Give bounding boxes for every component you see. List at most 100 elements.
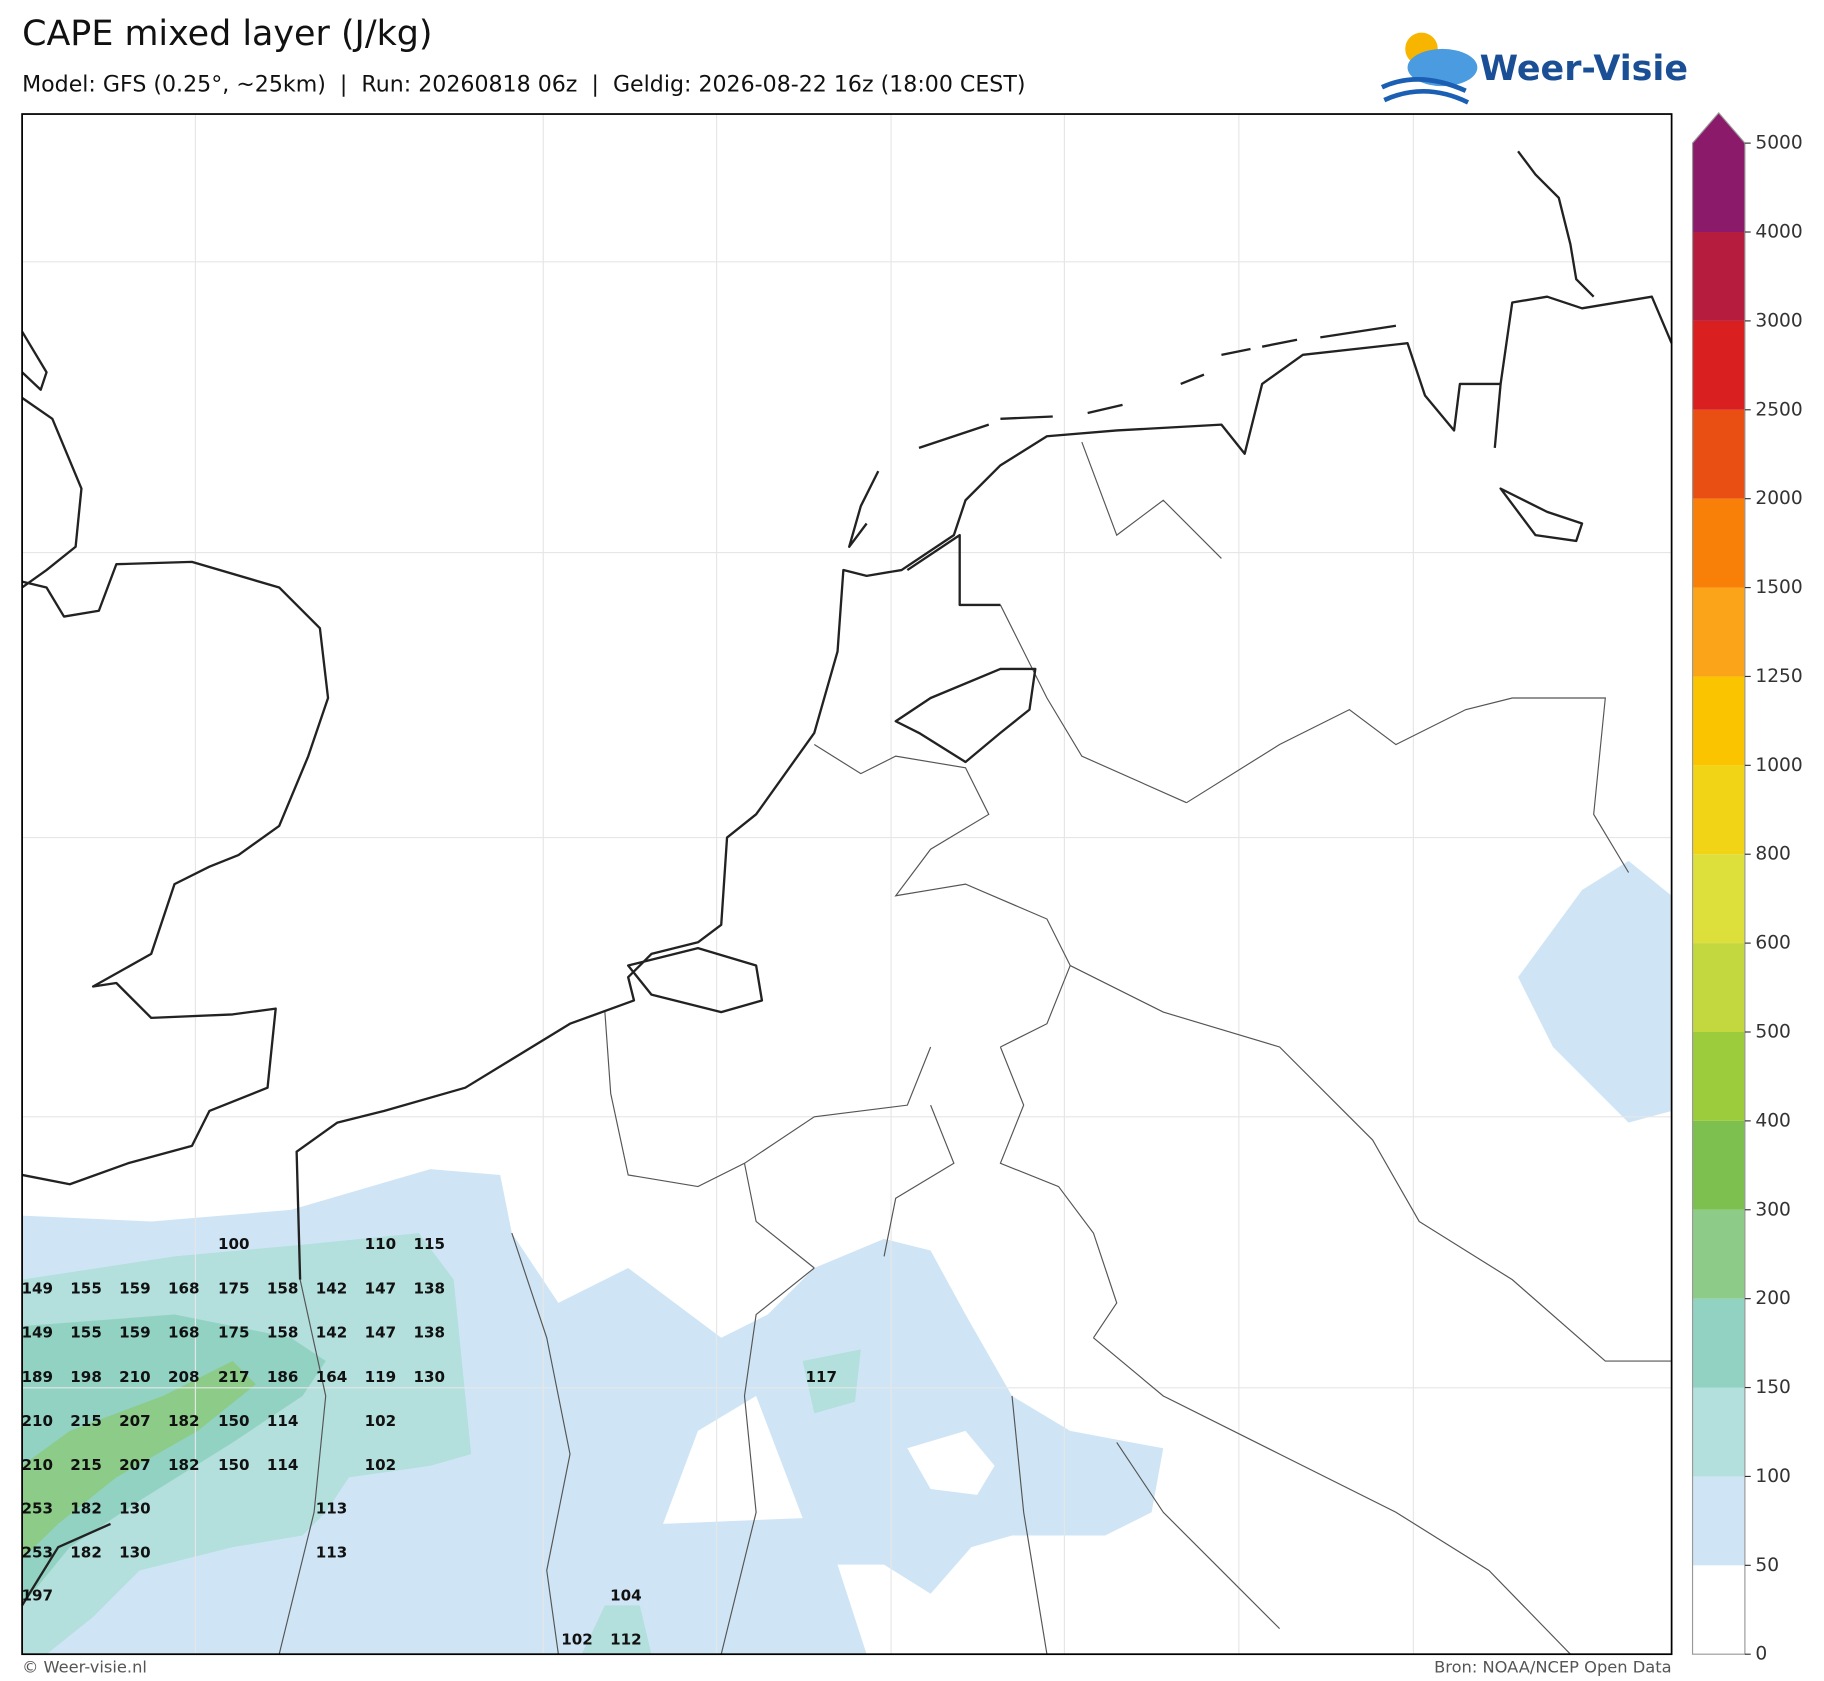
value-label: 186 — [267, 1368, 299, 1386]
value-label: 113 — [316, 1544, 348, 1562]
colorbar-tick-label: 400 — [1755, 1110, 1791, 1131]
logo: Weer-Visie — [1380, 32, 1688, 105]
colorbar-tick-label: 100 — [1755, 1466, 1791, 1487]
colorbar-segment — [1692, 1031, 1745, 1121]
value-label: 197 — [21, 1587, 53, 1605]
colorbar-tick-label: 3000 — [1755, 310, 1802, 331]
cape-area — [1518, 860, 1672, 1123]
value-label: 182 — [168, 1412, 200, 1430]
value-label: 130 — [119, 1499, 151, 1517]
colorbar-tick-label: 600 — [1755, 933, 1791, 954]
value-label: 210 — [21, 1456, 53, 1474]
value-label: 155 — [70, 1324, 102, 1342]
colorbar-segment — [1692, 1476, 1745, 1566]
graticule — [22, 114, 1672, 1655]
colorbar-tick-label: 2500 — [1755, 399, 1802, 420]
value-label: 138 — [413, 1324, 445, 1342]
border — [278, 441, 1672, 1655]
colorbar-tick-label: 4000 — [1755, 222, 1802, 243]
subtitle: Model: GFS (0.25°, ~25km) | Run: 2026081… — [22, 71, 1025, 97]
value-label: 253 — [21, 1544, 53, 1562]
colorbar-segment — [1692, 112, 1745, 233]
value-label: 119 — [365, 1368, 397, 1386]
value-label: 198 — [70, 1368, 102, 1386]
value-label: 115 — [413, 1235, 445, 1253]
colorbar-tick-label: 1000 — [1755, 755, 1802, 776]
value-label: 168 — [168, 1324, 200, 1342]
value-label: 114 — [267, 1412, 299, 1430]
coastline — [21, 150, 1673, 1606]
logo-text: Weer-Visie — [1480, 49, 1688, 89]
value-label: 102 — [365, 1412, 397, 1430]
value-label: 102 — [561, 1631, 593, 1649]
colorbar-tick-label: 5000 — [1755, 133, 1802, 154]
footer-source: Bron: NOAA/NCEP Open Data — [1434, 1658, 1672, 1677]
value-label: 149 — [21, 1279, 53, 1297]
colorbar-segment — [1692, 854, 1745, 944]
coastline — [627, 324, 1584, 1014]
grid-line — [22, 114, 1672, 1655]
colorbar-tick-label: 0 — [1755, 1644, 1767, 1665]
colorbar-segment — [1692, 1209, 1745, 1299]
value-label: 168 — [168, 1279, 200, 1297]
value-label: 253 — [21, 1499, 53, 1517]
colorbar-tick-label: 200 — [1755, 1288, 1791, 1309]
cape-area — [22, 1361, 256, 1559]
value-label: 110 — [365, 1235, 397, 1253]
value-label: 207 — [119, 1456, 151, 1474]
value-label: 182 — [70, 1499, 102, 1517]
value-label: 215 — [70, 1412, 102, 1430]
colorbar-segment — [1692, 409, 1745, 499]
logo-waves — [1380, 77, 1470, 105]
value-label: 158 — [267, 1279, 299, 1297]
value-label: 113 — [316, 1499, 348, 1517]
cape-gap — [663, 1395, 995, 1524]
colorbar: 0 50 100 150 200 300 400 500 600 800 1000 1250 1500 2… — [1691, 111, 1803, 1665]
colorbar-tick-label: 150 — [1755, 1377, 1791, 1398]
value-label: 210 — [21, 1412, 53, 1430]
value-label: 150 — [218, 1412, 250, 1430]
colorbar-tick-label: 1250 — [1755, 666, 1802, 687]
colorbar-segment — [1692, 320, 1745, 410]
value-label: 102 — [365, 1456, 397, 1474]
value-label: 159 — [119, 1324, 151, 1342]
value-label: 217 — [218, 1368, 250, 1386]
colorbar-tick-label: 800 — [1755, 844, 1791, 865]
map: 100 110 115 149 155 159 168 175 158 142 147 138 149 1… — [21, 113, 1673, 1656]
value-label: 147 — [365, 1279, 397, 1297]
value-label: 142 — [316, 1324, 348, 1342]
coastline — [21, 560, 330, 1186]
value-label: 130 — [413, 1368, 445, 1386]
value-label: 215 — [70, 1456, 102, 1474]
value-label: 114 — [267, 1456, 299, 1474]
value-label: 208 — [168, 1368, 200, 1386]
logo-cloud — [1407, 48, 1478, 87]
value-label: 159 — [119, 1279, 151, 1297]
value-label: 158 — [267, 1324, 299, 1342]
value-label: 150 — [218, 1456, 250, 1474]
value-label: 100 — [218, 1235, 250, 1253]
colorbar-segment — [1692, 232, 1745, 321]
value-label: 147 — [365, 1324, 397, 1342]
colorbar-tick-label: 300 — [1755, 1199, 1791, 1220]
colorbar-segment — [1692, 587, 1745, 677]
colorbar-tick-label: 1500 — [1755, 577, 1802, 598]
colorbar-segment — [1692, 765, 1745, 855]
value-label: 117 — [805, 1368, 837, 1386]
colorbar-outline — [1691, 111, 1746, 1655]
value-label: 142 — [316, 1279, 348, 1297]
colorbar-segment — [1692, 1565, 1745, 1655]
coastline — [21, 330, 83, 589]
colorbar-tick-label: 2000 — [1755, 488, 1802, 509]
value-label: 182 — [168, 1456, 200, 1474]
value-label: 175 — [218, 1324, 250, 1342]
value-label: 155 — [70, 1279, 102, 1297]
colorbar-segment — [1692, 498, 1745, 588]
value-label: 189 — [21, 1368, 53, 1386]
value-label: 112 — [610, 1631, 642, 1649]
footer-credit: © Weer-visie.nl — [22, 1658, 147, 1677]
value-label: 210 — [119, 1368, 151, 1386]
colorbar-segment — [1692, 1298, 1745, 1388]
colorbar-tick-label: 50 — [1755, 1555, 1779, 1576]
